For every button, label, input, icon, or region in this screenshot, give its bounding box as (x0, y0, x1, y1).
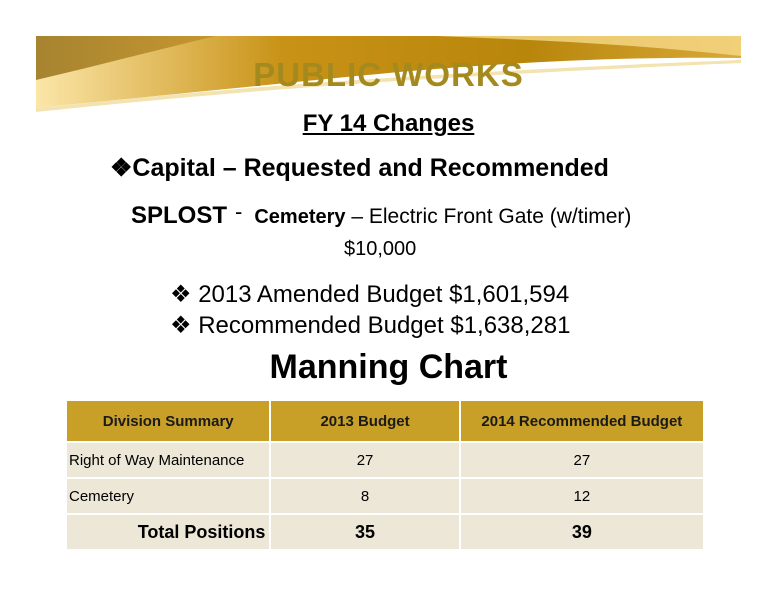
splost-description: – Electric Front Gate (w/timer) (345, 205, 632, 228)
budget-2013-cell: 27 (269, 441, 461, 479)
manning-table: Division Summary 2013 Budget 2014 Recomm… (64, 399, 706, 551)
table-row: Cemetery 8 12 (64, 477, 706, 515)
diamond-bullet-icon: ❖ (110, 154, 133, 182)
gold-swoosh-decoration (36, 36, 741, 112)
page-title: PUBLIC WORKS (253, 56, 524, 93)
header-division-summary: Division Summary (64, 399, 272, 443)
budget-2014-cell: 27 (458, 441, 706, 479)
total-label: Total Positions (64, 513, 272, 551)
diamond-bullet-icon: ❖ (170, 312, 192, 339)
manning-chart-title: Manning Chart (269, 348, 508, 386)
capital-heading-text: Capital – Requested and Recommended (132, 154, 609, 182)
budget-line-recommended: ❖ Recommended Budget $1,638,281 (170, 311, 570, 340)
header-2013-budget: 2013 Budget (269, 399, 461, 443)
header-2014-recommended-budget: 2014 Recommended Budget (458, 399, 706, 443)
budget-2014-cell: 12 (458, 477, 706, 515)
diamond-bullet-icon: ❖ (170, 281, 192, 308)
budget-text: Recommended Budget $1,638,281 (198, 312, 571, 339)
budget-line-amended: ❖ 2013 Amended Budget $1,601,594 (170, 280, 569, 309)
splost-line: SPLOST - Cemetery – Electric Front Gate (w… (131, 199, 632, 230)
total-row: Total Positions 35 39 (64, 513, 706, 551)
splost-category: Cemetery (254, 206, 346, 228)
table-row: Right of Way Maintenance 27 27 (64, 441, 706, 479)
division-cell: Right of Way Maintenance (64, 441, 272, 479)
division-cell: Cemetery (64, 477, 272, 515)
table-header-row: Division Summary 2013 Budget 2014 Recomm… (64, 399, 706, 443)
slide: PUBLIC WORKS FY 14 Changes ❖Capital – Re… (36, 36, 741, 566)
budget-2013-cell: 8 (269, 477, 461, 515)
capital-heading: ❖Capital – Requested and Recommended (110, 153, 609, 183)
budget-text: 2013 Amended Budget $1,601,594 (198, 281, 570, 308)
total-2014-cell: 39 (458, 513, 706, 551)
splost-label: SPLOST (131, 202, 228, 229)
splost-amount: $10,000 (344, 238, 417, 260)
subtitle: FY 14 Changes (302, 110, 475, 137)
total-2013-cell: 35 (269, 513, 461, 551)
splost-dash: - (235, 199, 243, 224)
